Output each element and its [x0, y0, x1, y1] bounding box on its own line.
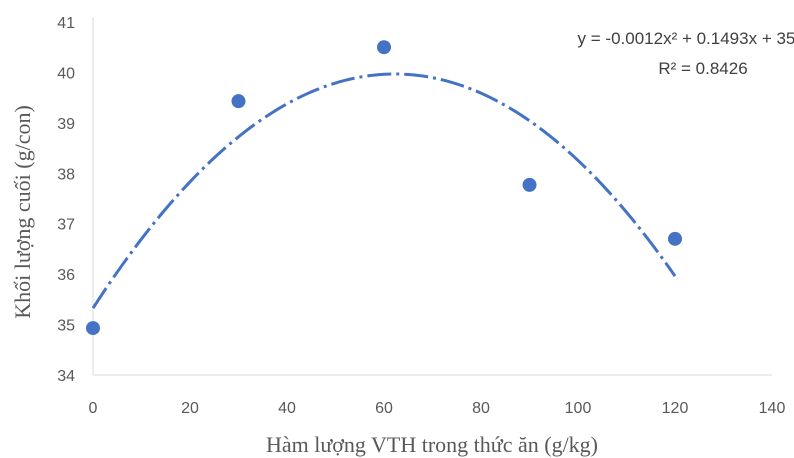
y-tick-label: 40 [57, 65, 75, 82]
x-tick-label: 20 [181, 400, 199, 417]
data-point [377, 40, 391, 55]
y-tick-label: 36 [57, 267, 75, 284]
data-point [668, 231, 682, 246]
y-axis-title: Khối lượng cuối (g/con) [10, 105, 35, 319]
data-point [231, 94, 246, 109]
y-tick-label: 39 [57, 116, 75, 133]
y-tick-label: 35 [57, 318, 75, 335]
data-point [522, 177, 537, 192]
trendline-equation: y = -0.0012x² + 0.1493x + 35.325 [578, 29, 794, 48]
x-tick-label: 80 [472, 400, 490, 417]
x-axis-title: Hàm lượng VTH trong thức ăn (g/kg) [266, 432, 598, 457]
x-tick-labels: 0 20 40 60 80 100 120 140 [89, 400, 786, 417]
x-tick-label: 140 [759, 400, 786, 417]
y-tick-label: 34 [57, 368, 75, 385]
y-tick-label: 41 [57, 15, 75, 32]
y-tick-labels: 34 35 36 37 38 39 40 41 [57, 15, 75, 385]
r-squared-label: R² = 0.8426 [658, 59, 747, 78]
x-tick-label: 120 [662, 400, 689, 417]
x-tick-label: 100 [565, 400, 592, 417]
y-tick-label: 37 [57, 217, 75, 234]
y-tick-label: 38 [57, 166, 75, 183]
data-point [86, 321, 100, 336]
trendline [91, 72, 677, 309]
x-tick-label: 60 [375, 400, 393, 417]
x-tick-label: 40 [278, 400, 296, 417]
x-tick-label: 0 [89, 400, 98, 417]
data-points [86, 40, 682, 336]
